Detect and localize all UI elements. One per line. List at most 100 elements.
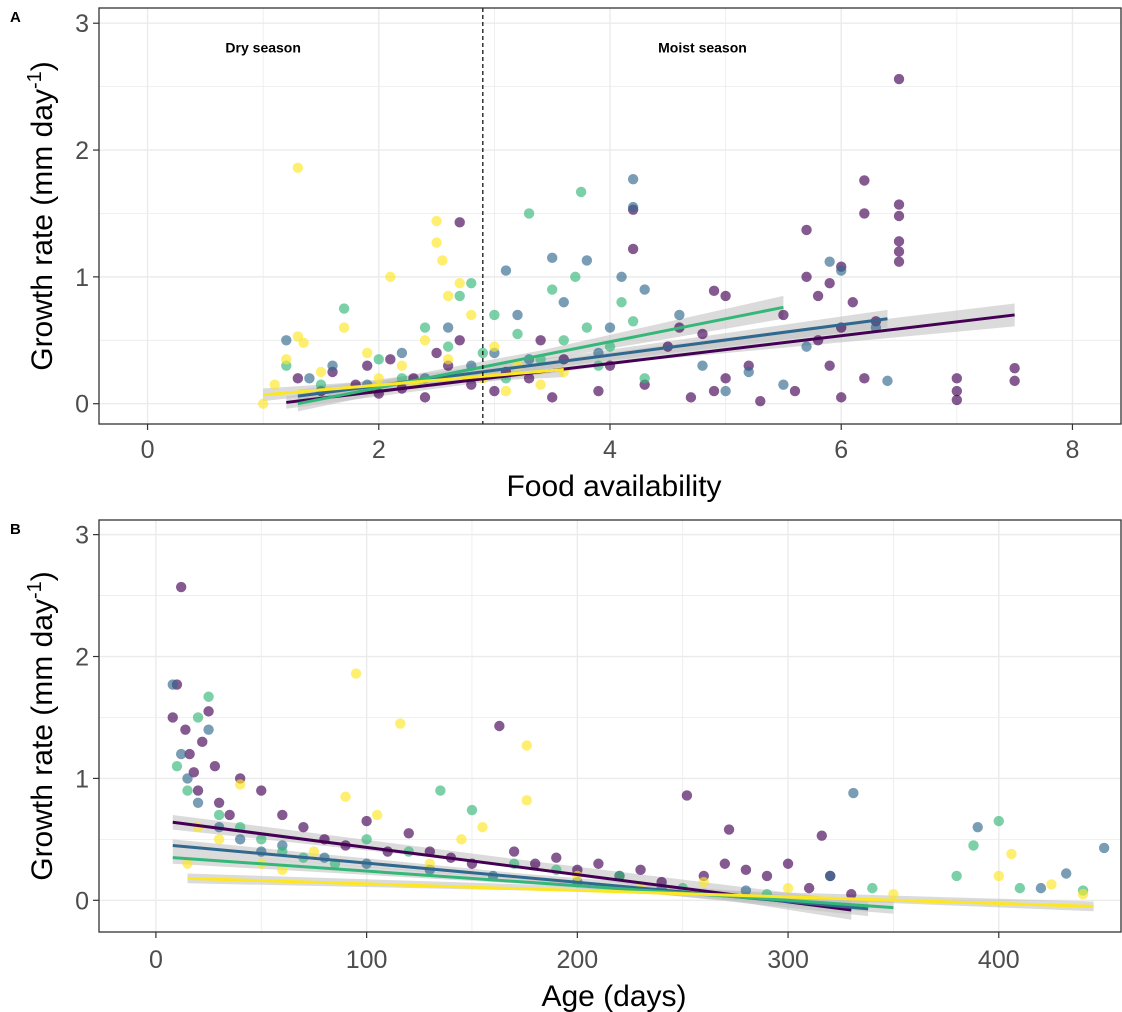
data-point (546, 392, 558, 403)
data-point (968, 840, 979, 851)
data-point (546, 252, 558, 264)
panel-a-y-axis-title-close: ) (26, 61, 59, 71)
data-point (551, 852, 562, 863)
data-point (570, 271, 581, 283)
data-point (824, 278, 835, 289)
data-point (373, 373, 384, 384)
data-point (627, 243, 639, 255)
fit-line-3 (187, 876, 1094, 908)
data-point (184, 748, 195, 760)
data-point (723, 824, 735, 835)
panel-a-y-axis-title-sup: -1 (24, 71, 46, 89)
data-point (627, 201, 639, 213)
data-point (581, 322, 593, 333)
data-point (740, 885, 752, 896)
data-point (1014, 882, 1026, 894)
data-point (361, 834, 372, 845)
fit-line-2 (297, 305, 784, 406)
data-point (681, 790, 693, 801)
data-point (604, 322, 616, 333)
x-tick-label: 400 (978, 946, 1020, 974)
data-point (558, 335, 569, 346)
y-tick-label: 1 (75, 264, 89, 292)
data-point (521, 795, 532, 806)
data-point (442, 290, 454, 302)
data-point (456, 834, 467, 845)
data-point (951, 373, 963, 384)
data-point (893, 199, 905, 210)
data-point (521, 740, 532, 751)
data-point (848, 787, 859, 799)
data-point (546, 284, 558, 295)
data-point (508, 846, 520, 857)
data-point (993, 815, 1004, 827)
data-point (197, 736, 208, 748)
y-tick-label: 2 (75, 137, 89, 165)
data-point (338, 303, 350, 314)
data-point (203, 691, 214, 702)
data-point (635, 864, 646, 876)
data-point (224, 809, 235, 821)
data-point (825, 870, 836, 882)
data-point (327, 360, 338, 371)
y-tick-label: 3 (75, 10, 89, 38)
data-point (761, 870, 773, 882)
panel-a: A Dry season Moist season 0 2 4 6 8 0 1 2 3 Foo… (10, 7, 1122, 503)
data-point (882, 375, 893, 387)
data-point (171, 761, 183, 772)
data-point (951, 394, 963, 406)
data-point (419, 392, 431, 403)
data-point (277, 864, 288, 876)
panel-a-letter: A (10, 9, 21, 26)
data-point (175, 581, 187, 593)
data-point (1006, 848, 1017, 860)
data-point (581, 255, 593, 266)
y-tick-label: 2 (75, 644, 89, 672)
x-tick-label: 0 (141, 436, 155, 464)
data-point (593, 385, 604, 397)
panel-b-y-ticks: 0 1 2 3 (75, 522, 99, 915)
data-point (437, 255, 448, 266)
data-point (256, 785, 267, 796)
data-point (192, 797, 204, 808)
data-point (846, 889, 857, 900)
data-point (575, 186, 587, 198)
panel-b-y-axis-title-close: ) (26, 571, 59, 581)
data-point (951, 870, 962, 882)
panel-a-y-axis-title-main: Growth rate (mm day (26, 89, 59, 371)
data-point (812, 290, 824, 302)
data-point (256, 834, 267, 845)
data-point (454, 217, 465, 228)
data-point (627, 174, 639, 185)
data-point (951, 385, 963, 397)
data-point (803, 882, 815, 894)
data-point (257, 398, 269, 409)
data-point (442, 341, 454, 352)
panel-a-x-axis-title: Food availability (506, 470, 721, 503)
y-tick-label: 0 (75, 391, 89, 419)
data-point (859, 208, 870, 219)
panel-b-fit-lines (172, 820, 1094, 912)
annotation-moist-season: Moist season (658, 39, 747, 55)
data-point (395, 718, 406, 729)
data-point (304, 373, 315, 384)
data-point (431, 347, 442, 359)
data-point (315, 379, 327, 390)
data-point (893, 236, 905, 247)
data-point (698, 876, 709, 888)
data-point (385, 271, 396, 283)
data-point (782, 858, 794, 869)
data-point (816, 830, 827, 841)
data-point (442, 322, 454, 333)
data-point (298, 821, 309, 833)
x-tick-label: 4 (603, 436, 617, 464)
data-point (893, 246, 905, 257)
data-point (593, 858, 604, 869)
data-point (523, 208, 535, 219)
data-point (893, 73, 905, 85)
panel-b-x-axis-title: Age (days) (541, 980, 686, 1012)
data-point (1077, 889, 1089, 900)
data-point (209, 761, 221, 772)
data-point (362, 360, 373, 371)
